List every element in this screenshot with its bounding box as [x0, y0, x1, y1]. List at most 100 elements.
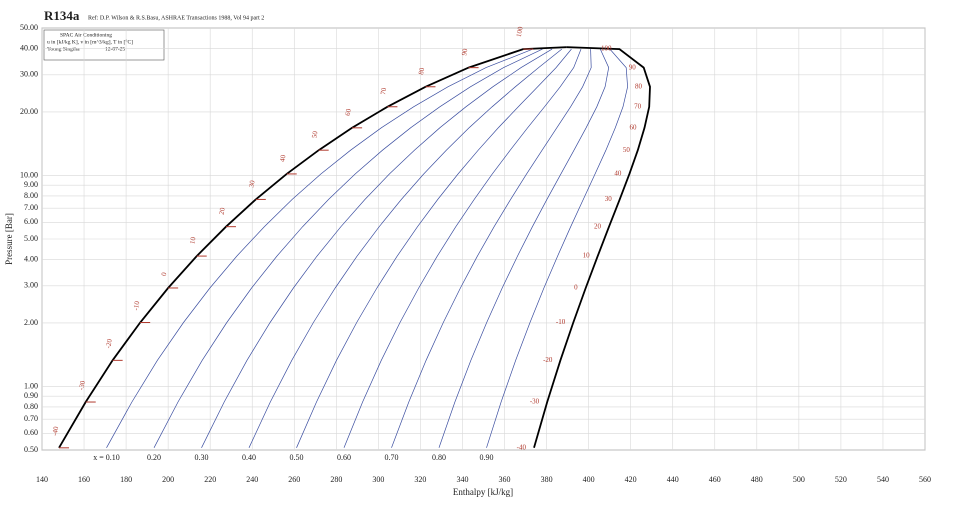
x-tick-label: 340: [456, 475, 468, 484]
quality-label: 0.60: [337, 453, 351, 462]
quality-label: 0.80: [432, 453, 446, 462]
chart-subtitle: Ref: D.P. Wilson & R.S.Basu, ASHRAE Tran…: [88, 14, 264, 21]
y-tick-label: 0.70: [24, 414, 38, 423]
x-tick-label: 220: [204, 475, 216, 484]
temperature-label: -30: [77, 380, 87, 391]
y-tick-label: 0.80: [24, 402, 38, 411]
y-tick-label: 50.00: [20, 23, 38, 32]
x-tick-label: 160: [78, 475, 90, 484]
info-line: Young Singtha: [47, 46, 80, 52]
temperature-label: 10: [188, 236, 197, 245]
info-line: 12-07-25: [105, 46, 125, 52]
x-tick-label: 420: [625, 475, 637, 484]
temperature-label: -20: [104, 338, 114, 349]
y-tick-label: 3.00: [24, 281, 38, 290]
temperature-label: 50: [310, 130, 319, 139]
x-tick-label: 280: [330, 475, 342, 484]
temperature-label: 0: [160, 271, 169, 276]
y-tick-label: 8.00: [24, 191, 38, 200]
x-tick-label: 560: [919, 475, 931, 484]
quality-label: 0.30: [195, 453, 209, 462]
temperature-label: 100: [601, 45, 612, 53]
quality-label: 0.20: [147, 453, 161, 462]
temperature-label: 100: [515, 25, 525, 37]
temperature-label: 80: [635, 82, 643, 90]
temperature-label: -10: [556, 318, 566, 326]
y-tick-label: 30.00: [20, 70, 38, 79]
y-tick-label: 0.50: [24, 445, 38, 454]
y-tick-label: 1.00: [24, 381, 38, 390]
temperature-label: 70: [634, 102, 642, 110]
quality-line: [153, 48, 543, 448]
y-tick-label: 0.90: [24, 391, 38, 400]
temperature-label: 80: [417, 67, 426, 76]
temperature-label: -40: [51, 425, 61, 436]
x-tick-label: 240: [246, 475, 258, 484]
quality-line: [438, 48, 610, 448]
temperature-label: 40: [614, 170, 622, 178]
quality-label: 0.70: [384, 453, 398, 462]
temperature-label: -20: [543, 356, 553, 364]
x-tick-label: 260: [288, 475, 300, 484]
x-axis-label: Enthalpy [kJ/kg]: [453, 487, 513, 497]
x-tick-label: 320: [414, 475, 426, 484]
quality-line: [296, 48, 572, 448]
temperature-label: -30: [530, 398, 540, 406]
saturation-line: [58, 46, 567, 449]
temperature-label: 30: [247, 179, 256, 188]
y-tick-label: 2.00: [24, 318, 38, 327]
temperature-label: 0: [574, 284, 578, 292]
quality-label: 0.50: [289, 453, 303, 462]
temperature-label: 30: [605, 195, 613, 203]
x-tick-label: 360: [499, 475, 511, 484]
temperature-label: 20: [218, 207, 227, 216]
temperature-label: -40: [517, 443, 527, 451]
quality-label: x = 0.10: [93, 453, 120, 462]
temperature-label: 10: [583, 252, 591, 260]
x-tick-label: 520: [835, 475, 847, 484]
y-tick-label: 5.00: [24, 234, 38, 243]
info-line: u in [kJ/kg K], v in [m^3/kg], T in [°C]: [47, 38, 133, 45]
x-tick-label: 460: [709, 475, 721, 484]
y-tick-label: 7.00: [24, 203, 38, 212]
y-tick-label: 9.00: [24, 180, 38, 189]
x-tick-label: 380: [541, 475, 553, 484]
temperature-label: 20: [594, 222, 602, 230]
temperature-label: 90: [629, 63, 637, 71]
quality-line: [486, 48, 628, 448]
quality-line: [106, 48, 534, 448]
temperature-label: 70: [379, 87, 388, 96]
quality-line: [248, 48, 563, 448]
quality-line: [343, 48, 582, 448]
temperature-label: 50: [623, 146, 631, 154]
quality-label: 0.90: [479, 453, 493, 462]
x-tick-label: 540: [877, 475, 889, 484]
saturation-line: [533, 46, 651, 449]
info-line: SPAC Air Conditioning: [60, 32, 112, 38]
y-tick-label: 6.00: [24, 217, 38, 226]
y-tick-label: 40.00: [20, 43, 38, 52]
x-tick-label: 500: [793, 475, 805, 484]
x-tick-label: 400: [583, 475, 595, 484]
x-tick-label: 200: [162, 475, 174, 484]
temperature-label: 90: [460, 47, 469, 56]
temperature-label: -10: [132, 300, 142, 311]
y-tick-label: 4.00: [24, 254, 38, 263]
info-box: [43, 29, 165, 61]
y-tick-label: 0.60: [24, 428, 38, 437]
x-tick-label: 440: [667, 475, 679, 484]
x-tick-label: 180: [120, 475, 132, 484]
temperature-label: 60: [344, 108, 353, 117]
temperature-label: 60: [630, 123, 638, 131]
chart-title: R134a: [44, 8, 80, 23]
temperature-label: 40: [278, 154, 287, 163]
quality-label: 0.40: [242, 453, 256, 462]
y-tick-label: 10.00: [20, 170, 38, 179]
x-tick-label: 480: [751, 475, 763, 484]
x-tick-label: 140: [36, 475, 48, 484]
x-tick-label: 300: [372, 475, 384, 484]
y-tick-label: 20.00: [20, 107, 38, 116]
quality-line: [201, 48, 553, 448]
